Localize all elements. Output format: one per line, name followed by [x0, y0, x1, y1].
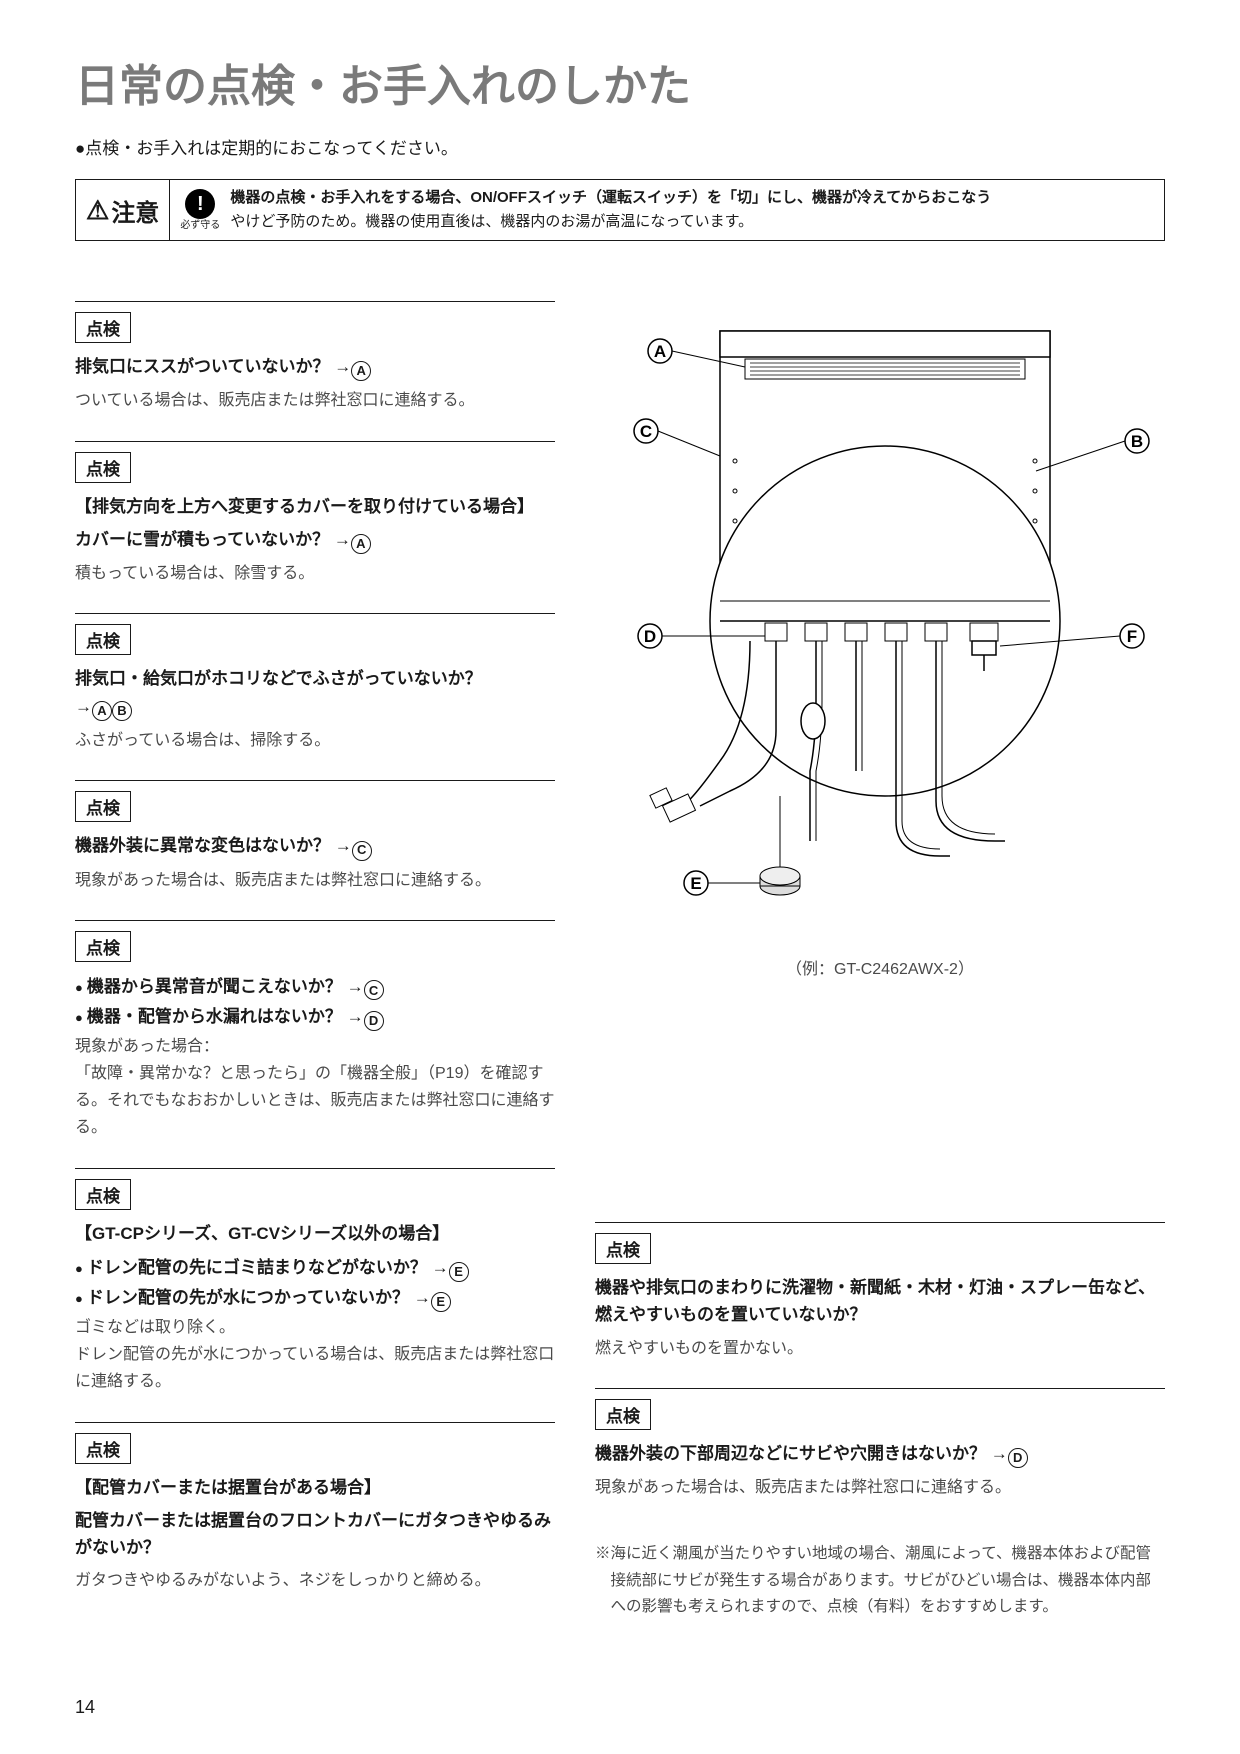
ref-a-icon: A [351, 534, 371, 554]
caution-body: ! 必ず守る 機器の点検・お手入れをする場合、ON/OFFスイッチ（運転スイッチ… [170, 180, 1164, 240]
caution-text: 機器の点検・お手入れをする場合、ON/OFFスイッチ（運転スイッチ）を「切」にし… [230, 186, 991, 234]
tag-label: 点検 [75, 791, 131, 822]
section-body: ゴミなどは取り除く。ドレン配管の先が水につかっている場合は、販売店または弊社窓口… [75, 1314, 555, 1396]
tag-label: 点検 [595, 1399, 651, 1430]
list-item: 機器・配管から水漏れはないか？ →D [75, 1002, 555, 1033]
caution-label: ⚠注意 [76, 180, 170, 240]
device-diagram: A B C D F [600, 301, 1160, 941]
section-title: 排気口にススがついていないか？ →A [75, 353, 555, 381]
ref-c-icon: C [352, 841, 372, 861]
intro-text: ●点検・お手入れは定期的におこなってください。 [75, 134, 1165, 159]
tag-label: 点検 [595, 1233, 651, 1264]
svg-text:A: A [654, 342, 666, 361]
section-body: ガタつきやゆるみがないよう、ネジをしっかりと締める。 [75, 1567, 555, 1594]
inspection-section: 点検機器外装の下部周辺などにサビや穴開きはないか？ →D 現象があった場合は、販売… [595, 1388, 1165, 1502]
section-body: 現象があった場合：「故障・異常かな？と思ったら」の「機器全般」（P19）を確認す… [75, 1033, 555, 1142]
tag-label: 点検 [75, 1179, 131, 1210]
ref-a-icon: A [92, 701, 112, 721]
inspection-section: 点検排気口にススがついていないか？ →A ついている場合は、販売店または弊社窓口に… [75, 301, 555, 415]
inspection-section: 点検機器から異常音が聞こえないか？ →C機器・配管から水漏れはないか？ →D現象… [75, 920, 555, 1142]
section-pretitle: 【排気方向を上方へ変更するカバーを取り付けている場合】 [75, 493, 555, 520]
section-body: 燃えやすいものを置かない。 [595, 1335, 1165, 1362]
section-title: 機器外装の下部周辺などにサビや穴開きはないか？ →D [595, 1440, 1165, 1468]
diagram: A B C D F [595, 301, 1165, 1192]
section-body: 積もっている場合は、除雪する。 [75, 560, 555, 587]
left-column: 点検排気口にススがついていないか？ →Aついている場合は、販売店または弊社窓口に… [75, 301, 555, 1620]
ref-e-icon: E [431, 1292, 451, 1312]
svg-text:E: E [690, 874, 701, 893]
exclamation-icon: ! [185, 189, 215, 219]
section-title: 配管カバーまたは据置台のフロントカバーにガタつきやゆるみがないか？ [75, 1507, 555, 1561]
diagram-caption: （例：GT-C2462AWX-2） [786, 955, 974, 979]
inspection-section: 点検機器外装に異常な変色はないか？ →C 現象があった場合は、販売店または弊社窓口… [75, 780, 555, 894]
tag-label: 点検 [75, 1433, 131, 1464]
bullet-list: ドレン配管の先にゴミ詰まりなどがないか？ →Eドレン配管の先が水につかっていない… [75, 1253, 555, 1314]
section-title: 機器外装に異常な変色はないか？ →C [75, 832, 555, 860]
note-text: ※海に近く潮風が当たりやすい地域の場合、潮風によって、機器本体および配管接続部に… [595, 1541, 1165, 1620]
tag-label: 点検 [75, 931, 131, 962]
tag-label: 点検 [75, 624, 131, 655]
section-title: カバーに雪が積もっていないか？ →A [75, 526, 555, 554]
ref-d-icon: D [1008, 1448, 1028, 1468]
page-number: 14 [75, 1697, 95, 1718]
section-body: ついている場合は、販売店または弊社窓口に連絡する。 [75, 387, 555, 414]
page-title: 日常の点検・お手入れのしかた [75, 50, 1165, 114]
tag-label: 点検 [75, 452, 131, 483]
ref-d-icon: D [364, 1011, 384, 1031]
section-body: ふさがっている場合は、掃除する。 [75, 727, 555, 754]
svg-text:D: D [644, 627, 656, 646]
section-pretitle: 【GT-CPシリーズ、GT-CVシリーズ以外の場合】 [75, 1220, 555, 1247]
bullet-list: 機器から異常音が聞こえないか？ →C機器・配管から水漏れはないか？ →D [75, 972, 555, 1033]
list-item: 機器から異常音が聞こえないか？ →C [75, 972, 555, 1003]
list-item: ドレン配管の先にゴミ詰まりなどがないか？ →E [75, 1253, 555, 1284]
list-item: ドレン配管の先が水につかっていないか？ →E [75, 1283, 555, 1314]
svg-text:B: B [1131, 432, 1143, 451]
svg-text:F: F [1127, 627, 1137, 646]
inspection-section: 点検排気口・給気口がホコリなどでふさがっていないか？→AB ふさがっている場合は、… [75, 613, 555, 754]
ref-e-icon: E [449, 1262, 469, 1282]
ref-b-icon: B [112, 701, 132, 721]
inspection-section: 点検機器や排気口のまわりに洗濯物・新聞紙・木材・灯油・スプレー缶など、燃えやすい… [595, 1222, 1165, 1362]
inspection-section: 点検【GT-CPシリーズ、GT-CVシリーズ以外の場合】ドレン配管の先にゴミ詰ま… [75, 1168, 555, 1396]
svg-text:C: C [640, 422, 652, 441]
section-body: 現象があった場合は、販売店または弊社窓口に連絡する。 [75, 867, 555, 894]
section-title: 排気口・給気口がホコリなどでふさがっていないか？→AB [75, 665, 555, 721]
must-icon: ! 必ず守る [180, 189, 220, 231]
ref-c-icon: C [364, 980, 384, 1000]
warning-icon: ⚠ [86, 195, 109, 226]
ref-a-icon: A [351, 361, 371, 381]
inspection-section: 点検【排気方向を上方へ変更するカバーを取り付けている場合】カバーに雪が積もってい… [75, 441, 555, 588]
section-title: 機器や排気口のまわりに洗濯物・新聞紙・木材・灯油・スプレー缶など、燃えやすいもの… [595, 1274, 1165, 1328]
section-pretitle: 【配管カバーまたは据置台がある場合】 [75, 1474, 555, 1501]
section-body: 現象があった場合は、販売店または弊社窓口に連絡する。 [595, 1474, 1165, 1501]
tag-label: 点検 [75, 312, 131, 343]
caution-box: ⚠注意 ! 必ず守る 機器の点検・お手入れをする場合、ON/OFFスイッチ（運転… [75, 179, 1165, 241]
inspection-section: 点検【配管カバーまたは据置台がある場合】配管カバーまたは据置台のフロントカバーに… [75, 1422, 555, 1595]
right-column: A B C D F [595, 301, 1165, 1620]
